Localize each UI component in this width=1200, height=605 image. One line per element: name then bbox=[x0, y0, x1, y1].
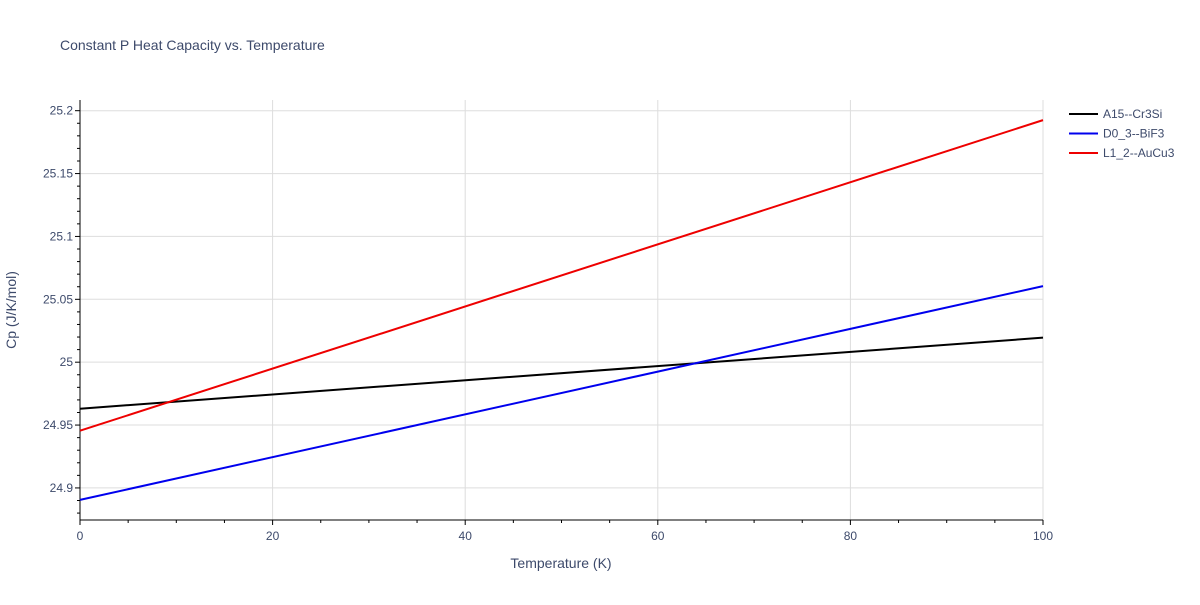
legend-item[interactable]: L1_2--AuCu3 bbox=[1069, 146, 1175, 160]
series-line-0 bbox=[79, 336, 1044, 410]
x-tick-label: 80 bbox=[844, 529, 858, 543]
grid-lines bbox=[80, 100, 1044, 520]
y-tick-label: 25 bbox=[60, 355, 74, 369]
series-line-1 bbox=[79, 285, 1044, 501]
legend-label: D0_3--BiF3 bbox=[1103, 127, 1165, 141]
axes: 0 20 40 60 80 100 24.9 24.95 25 25.05 25.1 25.15 25.… bbox=[43, 100, 1053, 543]
legend-item[interactable]: A15--Cr3Si bbox=[1069, 107, 1162, 121]
y-tick-label: 24.95 bbox=[43, 418, 73, 432]
series-lines bbox=[79, 119, 1044, 501]
x-tick-label: 20 bbox=[266, 529, 280, 543]
y-tick-label: 25.2 bbox=[50, 104, 74, 118]
y-tick-label: 25.1 bbox=[50, 229, 74, 243]
x-axis-label: Temperature (K) bbox=[510, 555, 611, 571]
series-line-2 bbox=[79, 119, 1044, 432]
y-tick-label: 24.9 bbox=[50, 481, 74, 495]
x-tick-label: 0 bbox=[77, 529, 84, 543]
legend-item[interactable]: D0_3--BiF3 bbox=[1069, 127, 1165, 141]
chart-title: Constant P Heat Capacity vs. Temperature bbox=[60, 37, 325, 53]
y-tick-label: 25.05 bbox=[43, 292, 73, 306]
y-tick-label: 25.15 bbox=[43, 167, 73, 181]
x-tick-label: 100 bbox=[1033, 529, 1053, 543]
legend-label: A15--Cr3Si bbox=[1103, 107, 1162, 121]
legend[interactable]: A15--Cr3Si D0_3--BiF3 L1_2--AuCu3 bbox=[1069, 107, 1175, 160]
y-axis-label: Cp (J/K/mol) bbox=[3, 271, 19, 349]
legend-label: L1_2--AuCu3 bbox=[1103, 146, 1175, 160]
x-tick-label: 40 bbox=[459, 529, 473, 543]
x-tick-label: 60 bbox=[651, 529, 665, 543]
